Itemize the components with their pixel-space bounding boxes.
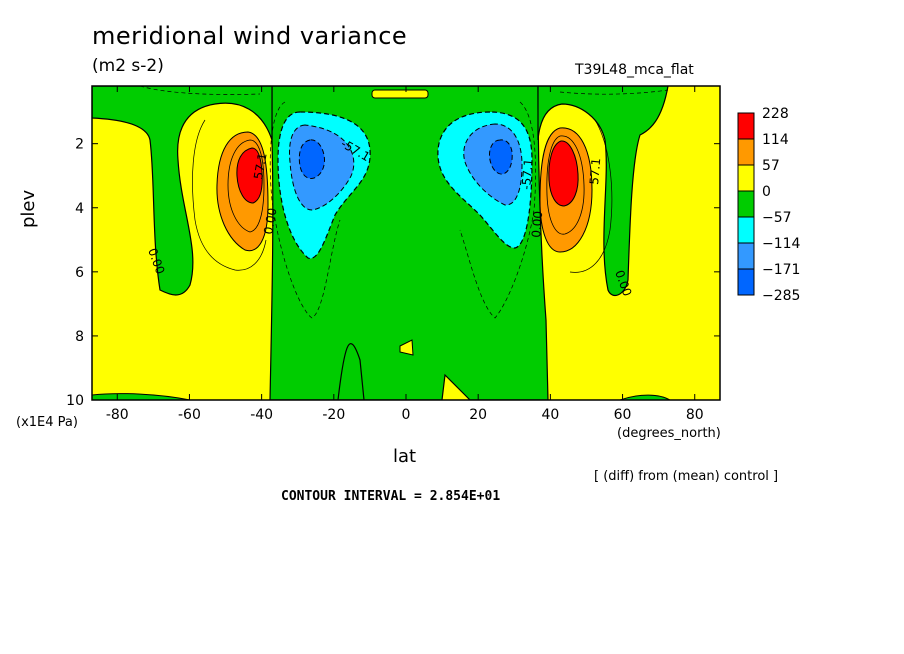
contour-line — [139, 86, 261, 95]
legend-level-label: −285 — [762, 288, 800, 304]
run-label: T39L48_mca_flat — [575, 62, 694, 78]
x-tick-label: 0 — [402, 407, 411, 423]
contour-label: 0.00 — [261, 207, 279, 236]
sh-positive-114 — [227, 139, 265, 233]
contour-line — [569, 119, 613, 273]
legend-swatch — [737, 216, 755, 244]
x-units: (degrees_north) — [617, 426, 721, 441]
legend-swatch — [737, 112, 755, 140]
legend-level-label: 57 — [762, 158, 780, 174]
top-island — [371, 89, 429, 99]
y-tick-label: 10 — [66, 393, 84, 409]
color-legend: 228 114 57 0 −57 −114 −171 −285 — [737, 106, 801, 304]
x-tick-label: 60 — [614, 407, 632, 423]
nh-negative-lobe — [537, 86, 669, 297]
contour-line — [269, 101, 341, 319]
y-tick-label: 2 — [75, 137, 84, 153]
legend-level-label: −57 — [762, 210, 792, 226]
contour-label: 57.1 — [251, 152, 269, 181]
legend-level-label: 0 — [762, 184, 771, 200]
legend-swatch — [737, 190, 755, 218]
contour-line — [192, 119, 267, 271]
x-tick-label: 20 — [469, 407, 487, 423]
nh-positive-114 — [546, 135, 585, 235]
contour-label: 0.00 — [529, 210, 545, 238]
legend-swatch — [737, 268, 755, 296]
x-axis-label: lat — [393, 446, 417, 467]
diff-note: [ (diff) from (mean) control ] — [594, 469, 779, 484]
plot-area: 57.1 -57.1 0.00 0.00 0.00 0.00 -57.1 57.… — [92, 86, 720, 400]
nh-positive-171 — [548, 140, 579, 207]
x-tick-label: -40 — [250, 407, 273, 423]
y-tick-label: 6 — [75, 265, 84, 281]
contour-interval: CONTOUR INTERVAL = 2.854E+01 — [281, 489, 501, 504]
small-island — [399, 339, 414, 356]
legend-swatch — [737, 164, 755, 192]
legend-level-label: 228 — [762, 106, 789, 122]
nh-negative-171 — [489, 139, 513, 175]
y-tick-label: 4 — [75, 201, 84, 217]
legend-swatch — [737, 242, 755, 270]
legend-level-label: 114 — [762, 132, 789, 148]
x-tick-label: 80 — [686, 407, 704, 423]
chart-units: (m2 s-2) — [92, 56, 164, 76]
sh-negative-lobe — [92, 86, 273, 296]
legend-level-label: −171 — [762, 262, 800, 278]
legend-level-label: −114 — [762, 236, 801, 252]
contour-label: 57.1 — [587, 157, 603, 185]
x-tick-label: 40 — [541, 407, 559, 423]
sh-negative-171 — [298, 139, 325, 179]
y-tick-label: 8 — [75, 329, 84, 345]
contour-label: -57.1 — [519, 158, 536, 190]
sh-positive-171 — [236, 147, 263, 204]
contour-line — [459, 101, 536, 319]
contour-line — [559, 89, 669, 95]
y-scale-note: (x1E4 Pa) — [16, 415, 78, 430]
axes: -80 -60 -40 -20 0 20 40 60 80 2 4 6 8 10 — [66, 86, 720, 423]
x-tick-label: -80 — [106, 407, 129, 423]
x-tick-label: -20 — [322, 407, 345, 423]
x-tick-label: -60 — [178, 407, 201, 423]
legend-swatch — [737, 138, 755, 166]
chart-title: meridional wind variance — [92, 22, 408, 50]
